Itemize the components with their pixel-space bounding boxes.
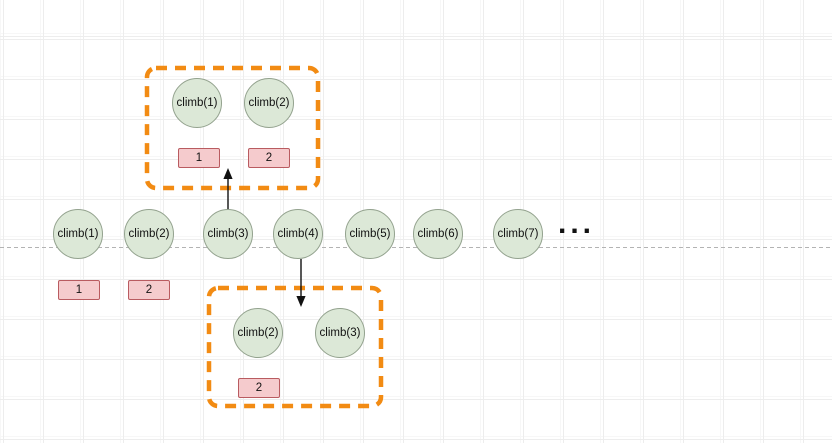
node-main-climb-5: climb(5)	[345, 209, 395, 259]
result-box-main-2: 2	[128, 280, 170, 300]
node-main-climb-7: climb(7)	[493, 209, 543, 259]
node-top-climb-2: climb(2)	[244, 78, 294, 128]
node-main-climb-2: climb(2)	[124, 209, 174, 259]
node-main-climb-6: climb(6)	[413, 209, 463, 259]
arrow-climb4-to-bottom-group	[296, 259, 306, 307]
node-bottom-climb-2: climb(2)	[233, 308, 283, 358]
result-box-bottom-2: 2	[238, 378, 280, 398]
node-top-climb-1: climb(1)	[172, 78, 222, 128]
node-main-climb-3: climb(3)	[203, 209, 253, 259]
node-bottom-climb-3: climb(3)	[315, 308, 365, 358]
arrow-climb3-to-top-group	[223, 168, 233, 210]
ellipsis-more-nodes: ...	[558, 207, 596, 240]
result-box-top-1: 1	[178, 148, 220, 168]
node-main-climb-1: climb(1)	[53, 209, 103, 259]
result-box-top-2: 2	[248, 148, 290, 168]
bottom-group-dashed-box	[206, 285, 384, 409]
node-main-climb-4: climb(4)	[273, 209, 323, 259]
top-group-dashed-box	[144, 65, 321, 191]
result-box-main-1: 1	[58, 280, 100, 300]
